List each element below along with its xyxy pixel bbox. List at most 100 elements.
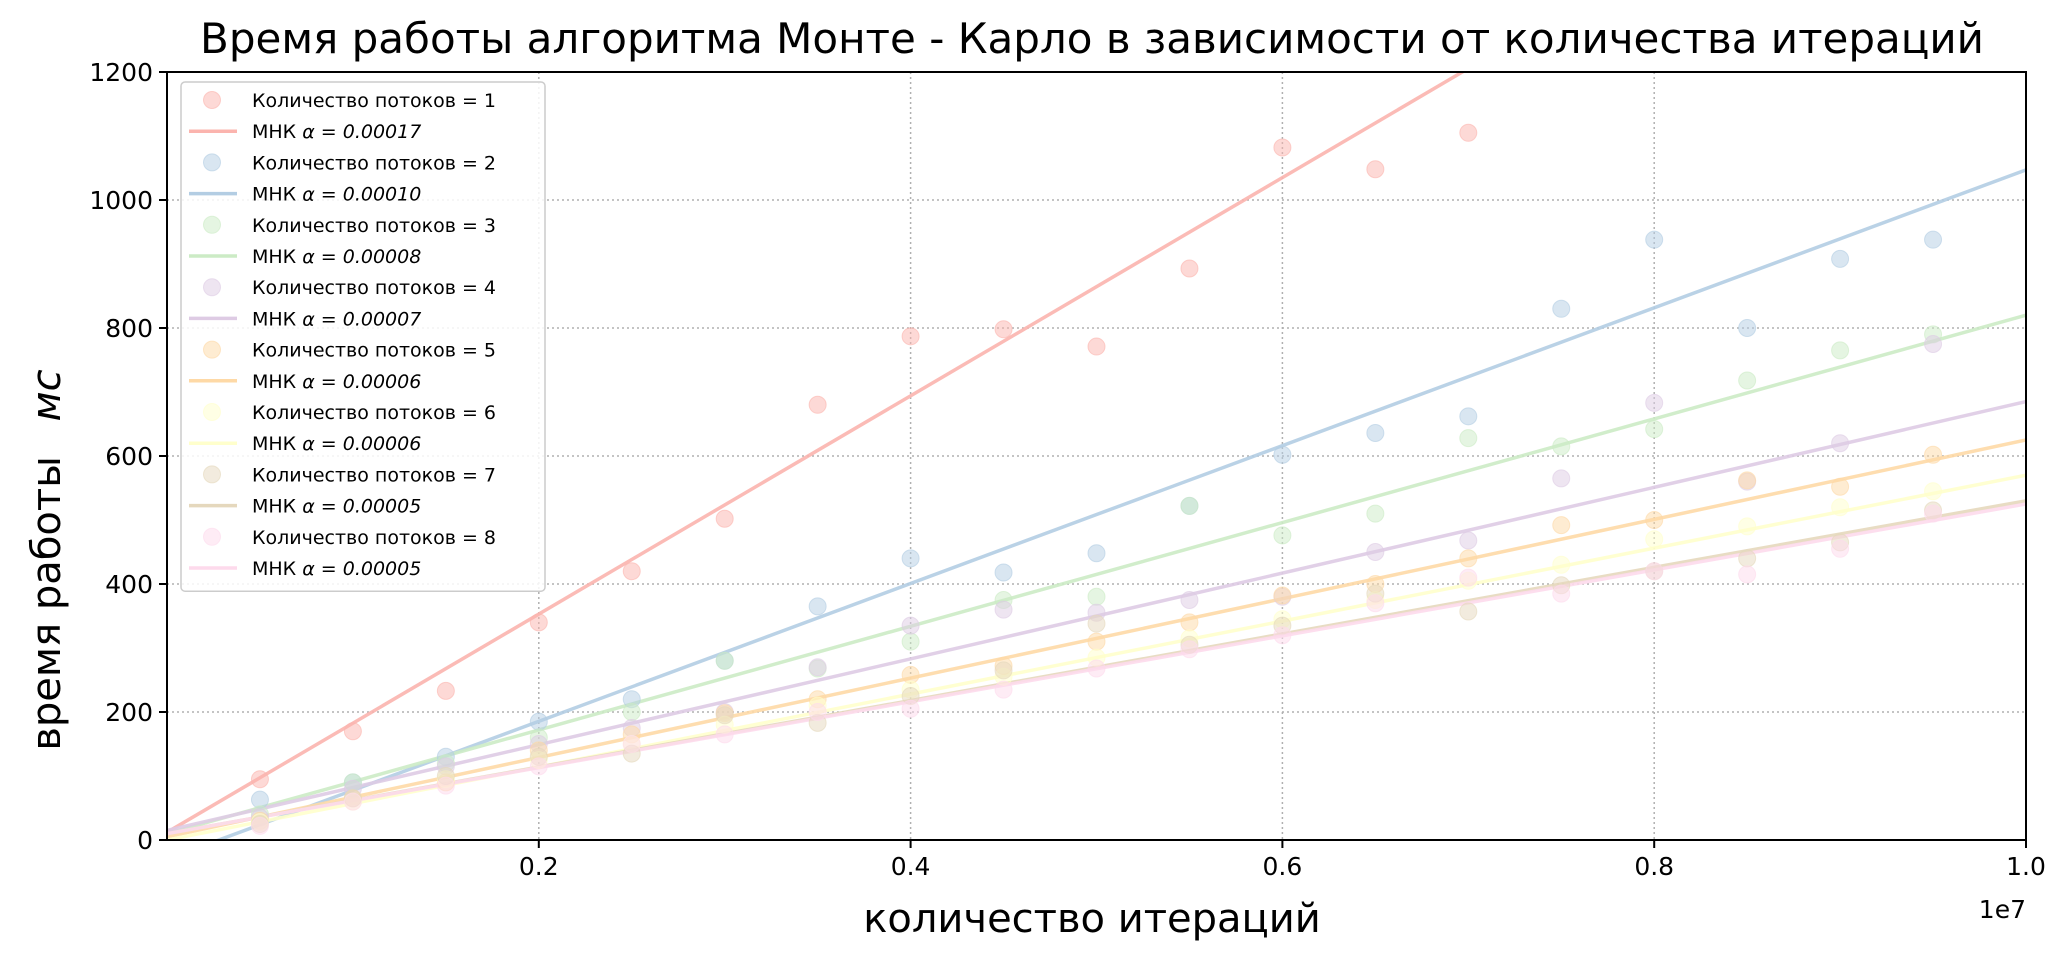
- legend-fit-label-6: МНК α = 0.00006: [252, 433, 421, 455]
- fit-line-3: [167, 313, 2026, 836]
- data-point-s4-14: [1459, 531, 1478, 550]
- data-point-s3-5: [622, 703, 641, 721]
- x-tick-label: 0.6: [1263, 852, 1303, 881]
- x-axis-label: количество итераций: [863, 896, 1321, 942]
- legend-marker-7: [203, 465, 221, 484]
- data-point-s8-4: [529, 757, 548, 776]
- legend-label-5: Количество потоков = 5: [252, 340, 496, 362]
- data-point-s8-8: [901, 699, 920, 718]
- axes-layer: 0.2 0.4 0.6 0.8 1.0 0 200 400 600 800 1000 1200: [89, 58, 2046, 881]
- y-tick-label: 1200: [89, 58, 153, 87]
- data-point-s8-15: [1552, 584, 1571, 603]
- data-point-s5-16: [1645, 511, 1664, 529]
- legend-marker-8: [203, 527, 221, 546]
- legend-fit-alpha-3: α = 0.00008: [302, 246, 421, 268]
- data-point-s2-12: [1273, 445, 1292, 464]
- data-point-s2-19: [1924, 230, 1943, 249]
- legend-fit-alpha-1: α = 0.00017: [302, 121, 421, 143]
- legend-fit-method-6: МНК: [252, 433, 302, 455]
- data-point-s5-11: [1180, 613, 1199, 632]
- data-point-s4-15: [1552, 469, 1571, 488]
- data-point-s6-18: [1831, 498, 1850, 517]
- data-point-s3-10: [1087, 587, 1106, 606]
- data-point-s8-13: [1366, 594, 1385, 613]
- y-tick-label: 200: [105, 698, 153, 727]
- legend-label-7: Количество потоков = 7: [252, 464, 496, 486]
- data-point-s3-17: [1738, 371, 1757, 390]
- data-point-s3-15: [1552, 437, 1571, 456]
- data-point-s8-5: [622, 735, 641, 753]
- data-point-s7-9: [994, 661, 1013, 680]
- legend-label-3: Количество потоков = 3: [252, 215, 496, 237]
- data-point-s2-15: [1552, 299, 1571, 318]
- data-point-s2-18: [1831, 249, 1850, 268]
- legend-marker-4: [203, 278, 221, 297]
- fit-line-2: [213, 168, 2026, 840]
- data-point-s4-19: [1924, 335, 1943, 353]
- legend-fit-label-8: МНК α = 0.00005: [252, 558, 421, 580]
- data-point-s4-13: [1366, 543, 1385, 561]
- x-axis-offset-label: 1e7: [1979, 895, 2026, 924]
- data-point-s2-4: [529, 712, 548, 731]
- data-point-s1-9: [994, 320, 1013, 339]
- data-point-s1-14: [1459, 123, 1478, 142]
- data-point-s5-12: [1273, 586, 1292, 605]
- x-tick-label: 0.8: [1634, 852, 1674, 881]
- data-point-s8-14: [1459, 568, 1478, 587]
- data-point-s1-1: [250, 770, 269, 789]
- data-point-s6-16: [1645, 530, 1664, 549]
- legend-marker-6: [203, 403, 221, 421]
- data-point-s3-8: [901, 632, 920, 651]
- data-point-s8-7: [808, 703, 827, 721]
- data-point-s7-6: [715, 706, 734, 725]
- data-point-s8-9: [994, 680, 1013, 699]
- data-point-s7-17: [1738, 549, 1757, 568]
- legend-fit-method-2: МНК: [252, 184, 302, 206]
- data-point-s4-8: [901, 616, 920, 635]
- data-point-s8-11: [1180, 640, 1199, 659]
- legend-label-4: Количество потоков = 4: [252, 277, 496, 299]
- x-tick-label: 0.4: [891, 852, 931, 881]
- legend-fit-label-2: МНК α = 0.00010: [252, 184, 421, 206]
- data-point-s2-10: [1087, 544, 1106, 563]
- y-axis-label: время работы мс: [24, 369, 70, 750]
- legend-fit-alpha-7: α = 0.00005: [302, 496, 421, 518]
- data-point-s3-13: [1366, 504, 1385, 523]
- legend-fit-method-4: МНК: [252, 308, 302, 330]
- legend-label-8: Количество потоков = 8: [252, 527, 496, 549]
- data-point-s1-8: [901, 327, 920, 346]
- data-point-s3-18: [1831, 341, 1850, 360]
- data-point-s7-10: [1087, 614, 1106, 633]
- data-point-s1-11: [1180, 259, 1199, 278]
- data-point-s8-1: [250, 816, 269, 835]
- x-tick-label: 0.2: [519, 852, 559, 881]
- data-point-s2-14: [1459, 407, 1478, 426]
- data-point-s2-17: [1738, 319, 1757, 337]
- data-point-s8-6: [715, 725, 734, 744]
- data-point-s8-16: [1645, 562, 1664, 581]
- y-tick-label: 800: [105, 314, 153, 343]
- data-point-s4-18: [1831, 434, 1850, 453]
- data-point-s4-11: [1180, 591, 1199, 609]
- data-point-s1-10: [1087, 337, 1106, 356]
- data-point-s1-4: [529, 613, 548, 632]
- legend-fit-method-5: МНК: [252, 371, 302, 393]
- legend-fit-method-3: МНК: [252, 246, 302, 268]
- data-point-s1-13: [1366, 160, 1385, 179]
- data-point-s8-3: [436, 776, 455, 795]
- data-point-s5-10: [1087, 632, 1106, 651]
- y-tick-label: 600: [105, 442, 153, 471]
- y-tick-label: 0: [137, 826, 153, 855]
- data-point-s2-16: [1645, 230, 1664, 249]
- data-point-s1-3: [436, 681, 455, 700]
- data-point-s2-13: [1366, 423, 1385, 442]
- legend-box: [180, 81, 546, 592]
- data-point-s5-14: [1459, 549, 1478, 568]
- legend-marker-5: [203, 340, 221, 359]
- data-point-s1-2: [343, 722, 362, 741]
- legend: Количество потоков = 1 МНК α = 0.00017 Кол…: [180, 81, 546, 592]
- data-point-s2-7: [808, 597, 827, 616]
- data-point-s4-16: [1645, 393, 1664, 412]
- legend-fit-alpha-2: α = 0.00010: [302, 184, 421, 206]
